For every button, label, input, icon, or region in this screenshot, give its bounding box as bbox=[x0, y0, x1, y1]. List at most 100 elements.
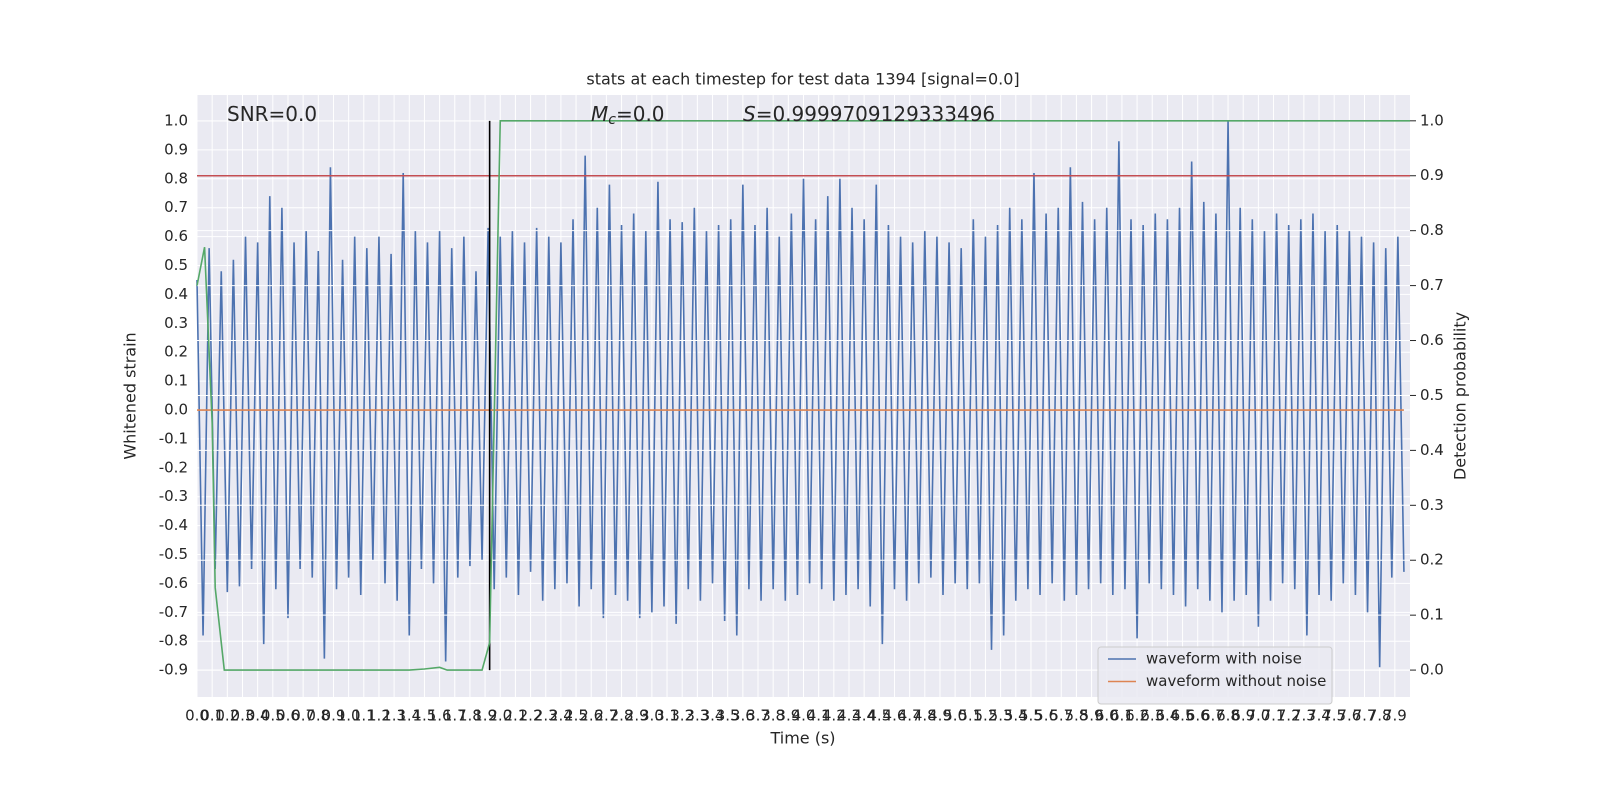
x-tick-label: 7.9 bbox=[1383, 707, 1407, 725]
x-tick-label: 7.3 bbox=[1292, 707, 1316, 725]
y-tick-label: -0.7 bbox=[159, 603, 188, 621]
x-tick-label: 6.8 bbox=[1216, 707, 1240, 725]
y2-tick-label: 0.7 bbox=[1420, 276, 1444, 294]
x-tick-label: 0.0 bbox=[185, 707, 209, 725]
x-tick-label: 1.8 bbox=[458, 707, 482, 725]
x-tick-label: 7.6 bbox=[1337, 707, 1361, 725]
y-tick-label: 0.5 bbox=[164, 256, 188, 274]
legend-label: waveform without noise bbox=[1146, 672, 1326, 690]
annotation-part: =0.0 bbox=[616, 102, 665, 126]
x-tick-label: 3.7 bbox=[746, 707, 770, 725]
y-tick-label: -0.1 bbox=[159, 429, 188, 447]
x-tick-label: 4.9 bbox=[928, 707, 952, 725]
x-tick-label: 1.4 bbox=[397, 707, 421, 725]
y-tick-label: 0.2 bbox=[164, 343, 188, 361]
x-tick-label: 7.4 bbox=[1307, 707, 1331, 725]
y2-tick-label: 0.9 bbox=[1420, 166, 1444, 184]
y2-tick-label: 0.2 bbox=[1420, 551, 1444, 569]
x-tick-label: 1.7 bbox=[443, 707, 467, 725]
x-tick-label: 3.6 bbox=[731, 707, 755, 725]
x-tick-label: 4.6 bbox=[883, 707, 907, 725]
x-tick-label: 1.3 bbox=[382, 707, 406, 725]
y-tick-label: 0.3 bbox=[164, 314, 188, 332]
x-tick-label: 5.6 bbox=[1034, 707, 1058, 725]
x-tick-label: 6.7 bbox=[1201, 707, 1225, 725]
x-tick-label: 6.0 bbox=[1095, 707, 1119, 725]
x-tick-label: 6.2 bbox=[1125, 707, 1149, 725]
y-axis-label: Whitened strain bbox=[121, 332, 140, 459]
x-tick-label: 6.4 bbox=[1155, 707, 1179, 725]
y-tick-label: -0.3 bbox=[159, 487, 188, 505]
x-tick-label: 2.9 bbox=[625, 707, 649, 725]
x-tick-label: 7.2 bbox=[1277, 707, 1301, 725]
x-tick-label: 7.8 bbox=[1368, 707, 1392, 725]
x-tick-label: 3.0 bbox=[640, 707, 664, 725]
x-tick-label: 5.1 bbox=[958, 707, 982, 725]
x-tick-label: 5.7 bbox=[1049, 707, 1073, 725]
y-tick-label: -0.8 bbox=[159, 632, 188, 650]
x-tick-label: 5.5 bbox=[1019, 707, 1043, 725]
x-tick-label: 1.6 bbox=[428, 707, 452, 725]
annotation-part: M bbox=[591, 102, 608, 126]
x-tick-label: 0.5 bbox=[261, 707, 285, 725]
x-tick-label: 4.7 bbox=[898, 707, 922, 725]
x-tick-label: 0.2 bbox=[215, 707, 239, 725]
legend-box bbox=[1097, 646, 1333, 705]
x-tick-label: 3.4 bbox=[701, 707, 725, 725]
x-tick-label: 5.4 bbox=[1004, 707, 1028, 725]
x-tick-label: 5.9 bbox=[1080, 707, 1104, 725]
x-tick-label: 2.6 bbox=[579, 707, 603, 725]
x-tick-label: 0.7 bbox=[291, 707, 315, 725]
y2-tick-label: 0.6 bbox=[1420, 331, 1444, 349]
x-tick-label: 0.9 bbox=[322, 707, 346, 725]
x-tick-label: 2.4 bbox=[549, 707, 573, 725]
x-tick-label: 4.4 bbox=[852, 707, 876, 725]
x-tick-label: 4.5 bbox=[867, 707, 891, 725]
x-tick-label: 1.9 bbox=[473, 707, 497, 725]
x-tick-label: 3.2 bbox=[670, 707, 694, 725]
y-tick-label: 0.4 bbox=[164, 285, 188, 303]
x-tick-label: 4.0 bbox=[792, 707, 816, 725]
y2-tick-label: 0.4 bbox=[1420, 441, 1444, 459]
y2-tick-label: 0.1 bbox=[1420, 606, 1444, 624]
x-tick-label: 6.3 bbox=[1140, 707, 1164, 725]
x-tick-label: 2.3 bbox=[534, 707, 558, 725]
annotation: Mc=0.0 bbox=[591, 102, 665, 129]
y-tick-label: -0.9 bbox=[159, 661, 188, 679]
x-tick-label: 3.8 bbox=[761, 707, 785, 725]
x-tick-label: 2.2 bbox=[519, 707, 543, 725]
annotation-part: c bbox=[608, 112, 616, 128]
y-tick-label: 0.1 bbox=[164, 372, 188, 390]
y-tick-label: 0.8 bbox=[164, 169, 188, 187]
legend-label: waveform with noise bbox=[1146, 650, 1302, 668]
x-tick-label: 5.8 bbox=[1064, 707, 1088, 725]
y-tick-label: 0.9 bbox=[164, 140, 188, 158]
x-tick-label: 2.1 bbox=[503, 707, 527, 725]
x-tick-label: 5.3 bbox=[989, 707, 1013, 725]
x-tick-label: 7.1 bbox=[1262, 707, 1286, 725]
annotation: S=0.9999709129333496 bbox=[743, 102, 995, 126]
x-tick-label: 4.3 bbox=[837, 707, 861, 725]
y2-tick-label: 0.3 bbox=[1420, 496, 1444, 514]
x-tick-label: 7.5 bbox=[1322, 707, 1346, 725]
x-tick-label: 4.2 bbox=[822, 707, 846, 725]
annotation-part: =0.9999709129333496 bbox=[756, 102, 995, 126]
x-tick-label: 0.8 bbox=[306, 707, 330, 725]
x-tick-label: 3.3 bbox=[685, 707, 709, 725]
x-tick-label: 0.6 bbox=[276, 707, 300, 725]
y-tick-label: -0.2 bbox=[159, 458, 188, 476]
y2-tick-label: 0.5 bbox=[1420, 386, 1444, 404]
x-tick-label: 3.5 bbox=[716, 707, 740, 725]
y-tick-label: -0.5 bbox=[159, 545, 188, 563]
x-tick-label: 7.0 bbox=[1246, 707, 1270, 725]
x-tick-label: 3.1 bbox=[655, 707, 679, 725]
y-tick-label: 0.0 bbox=[164, 401, 188, 419]
annotation-part: SNR=0.0 bbox=[227, 102, 317, 126]
y2-tick-label: 0.8 bbox=[1420, 221, 1444, 239]
x-tick-label: 2.5 bbox=[564, 707, 588, 725]
x-tick-label: 2.0 bbox=[488, 707, 512, 725]
x-tick-label: 6.9 bbox=[1231, 707, 1255, 725]
x-tick-label: 6.6 bbox=[1186, 707, 1210, 725]
x-tick-label: 4.8 bbox=[913, 707, 937, 725]
x-tick-label: 0.3 bbox=[231, 707, 255, 725]
